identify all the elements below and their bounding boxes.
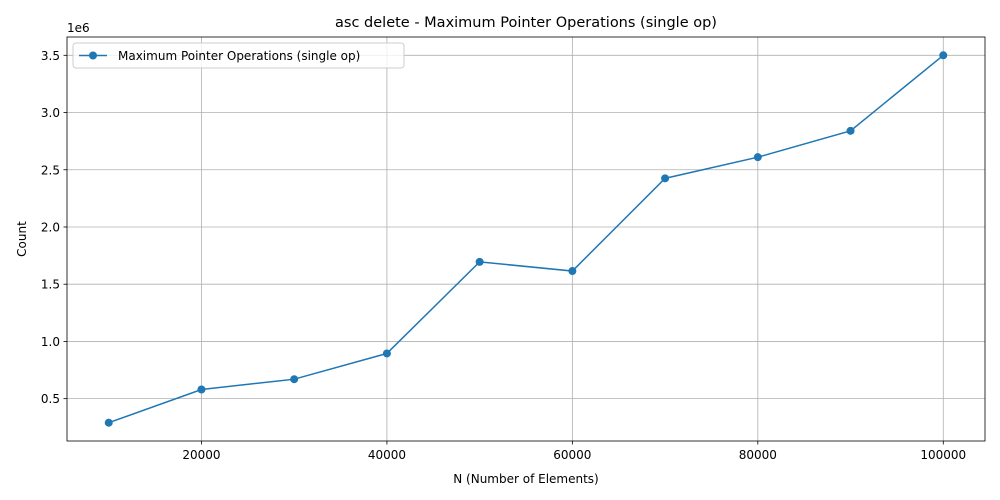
data-point [197,385,206,394]
data-point [290,375,299,384]
y-tick-label: 3.5 [41,49,60,63]
legend-box [72,42,405,69]
chart-title: asc delete - Maximum Pointer Operations … [335,15,717,31]
y-axis-label: Count [15,221,29,257]
x-tick-label: 80000 [739,448,777,462]
x-axis-label: N (Number of Elements) [453,472,599,486]
data-point [382,349,391,358]
y-tick-label: 1.5 [41,278,60,292]
plot-frame [66,36,986,442]
data-point [661,174,670,183]
x-tick-label: 20000 [182,448,220,462]
series-line [108,54,944,424]
data-point [104,418,113,427]
y-tick-label: 2.0 [41,220,60,234]
y-tick-label: 2.5 [41,163,60,177]
legend-entry-label: Maximum Pointer Operations (single op) [118,49,360,63]
data-point [475,257,484,266]
y-tick-label: 3.0 [41,106,60,120]
x-tick-label: 60000 [553,448,591,462]
y-tick-label: 0.5 [41,392,60,406]
legend: Maximum Pointer Operations (single op) [72,42,405,69]
y-axis-offset-label: 1e6 [67,21,90,35]
axis-ticks: 20000 40000 60000 80000 100000 0.5 1.0 1.5 2.0 2.… [41,49,966,462]
y-tick-label: 1.0 [41,335,60,349]
x-tick-label: 40000 [368,448,406,462]
data-point [753,153,762,162]
legend-marker-swatch [89,51,97,60]
series-layer [104,51,948,427]
data-point [846,126,855,135]
data-point [568,267,577,276]
x-tick-label: 100000 [920,448,966,462]
data-point [939,51,948,60]
